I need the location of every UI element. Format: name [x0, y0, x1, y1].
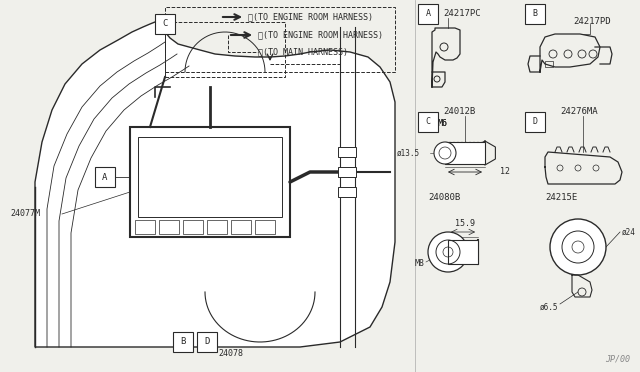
Text: M6: M6	[438, 119, 448, 128]
Bar	[197, 332, 217, 352]
Text: M6: M6	[438, 119, 448, 128]
Bar	[183, 220, 203, 234]
Text: ø13.5: ø13.5	[397, 148, 420, 157]
Text: 24276MA: 24276MA	[560, 108, 598, 116]
Text: 24080B: 24080B	[428, 192, 460, 202]
Bar	[95, 167, 115, 187]
Text: D: D	[204, 337, 210, 346]
Text: 24012B: 24012B	[443, 108, 476, 116]
Text: JP/00: JP/00	[605, 355, 630, 364]
Bar	[130, 127, 290, 237]
Bar	[545, 61, 553, 67]
Text: B: B	[532, 10, 538, 19]
Bar	[135, 220, 155, 234]
Text: 12: 12	[500, 167, 510, 176]
Text: Ⓒ(TO MAIN HARNESS): Ⓒ(TO MAIN HARNESS)	[258, 48, 348, 57]
Text: 24077M: 24077M	[10, 209, 40, 218]
Text: Ⓑ(TO ENGINE ROOM HARNESS): Ⓑ(TO ENGINE ROOM HARNESS)	[258, 31, 383, 39]
Circle shape	[434, 142, 456, 164]
Bar	[525, 112, 545, 132]
Text: ø6.5: ø6.5	[540, 302, 558, 311]
Text: Ⓐ(TO ENGINE ROOM HARNESS): Ⓐ(TO ENGINE ROOM HARNESS)	[248, 13, 373, 22]
Bar	[155, 14, 175, 34]
Text: D: D	[532, 118, 538, 126]
Bar	[138, 137, 282, 217]
Text: A: A	[102, 173, 108, 182]
Text: C: C	[163, 19, 168, 29]
Bar	[159, 220, 179, 234]
Bar	[231, 220, 251, 234]
Text: B: B	[180, 337, 186, 346]
Circle shape	[550, 219, 606, 275]
Bar	[207, 220, 227, 234]
Bar	[338, 167, 356, 177]
Bar	[418, 4, 438, 24]
Bar	[445, 142, 485, 164]
Text: 24215E: 24215E	[545, 192, 577, 202]
Text: 15.9: 15.9	[455, 219, 475, 228]
Text: ø24: ø24	[622, 228, 636, 237]
Bar	[165, 22, 285, 77]
Bar	[338, 147, 356, 157]
Bar	[448, 240, 478, 264]
Text: 24078: 24078	[218, 350, 243, 359]
Bar	[165, 7, 395, 72]
Text: M8: M8	[415, 260, 425, 269]
Polygon shape	[35, 22, 395, 347]
Text: 24217PC: 24217PC	[443, 10, 481, 19]
Text: C: C	[426, 118, 431, 126]
Bar	[525, 4, 545, 24]
Bar	[255, 220, 275, 234]
Text: 24217PD: 24217PD	[573, 17, 611, 26]
Bar	[338, 187, 356, 197]
Bar	[173, 332, 193, 352]
Bar	[418, 112, 438, 132]
Circle shape	[428, 232, 468, 272]
Text: A: A	[426, 10, 431, 19]
